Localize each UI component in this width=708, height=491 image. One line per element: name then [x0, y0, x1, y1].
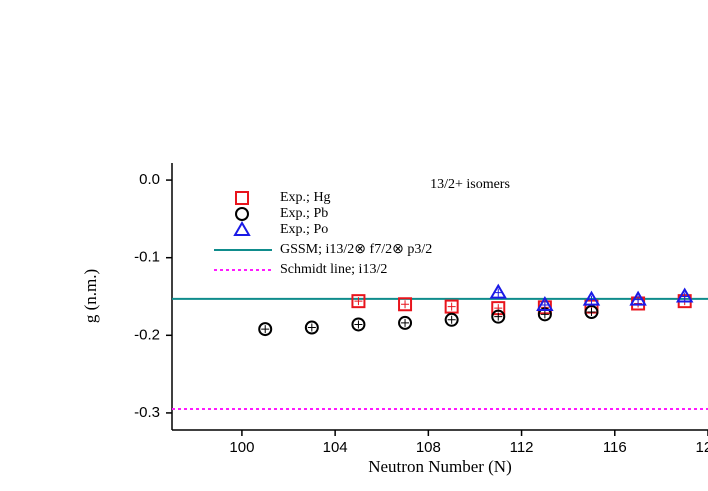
legend-marker: [233, 221, 251, 236]
data-point: [582, 290, 601, 306]
data-point: [351, 317, 366, 332]
point-cross: [494, 312, 503, 321]
legend-marker: [235, 191, 249, 205]
x-tick-label: 120: [695, 439, 708, 456]
data-point: [536, 296, 554, 312]
data-point: [398, 315, 413, 330]
legend-label: Schmidt line; i13/2: [280, 262, 387, 277]
x-tick-label: 112: [510, 439, 534, 456]
y-axis-label: g (n.m.): [81, 269, 100, 323]
x-tick-label: 104: [323, 439, 348, 456]
point-cross: [540, 310, 549, 319]
point-cross: [494, 288, 503, 297]
y-tick-label: 0.0: [139, 171, 160, 188]
data-point: [489, 283, 508, 299]
data-point: [258, 322, 273, 337]
point-cross: [261, 325, 270, 334]
y-tick-label: -0.1: [134, 249, 160, 266]
y-tick-label: -0.2: [134, 326, 160, 343]
legend-label: GSSM; i13/2⊗ f7/2⊗ p3/2: [280, 242, 432, 257]
point-cross: [540, 301, 549, 310]
point-cross: [587, 308, 596, 317]
data-point: [491, 309, 506, 324]
data-point: [675, 287, 694, 303]
legend-label: Exp.; Hg: [280, 190, 331, 205]
point-cross: [680, 292, 689, 301]
x-tick-label: 116: [603, 439, 627, 456]
data-point: [629, 290, 647, 306]
data-point: [584, 305, 599, 320]
point-cross: [447, 315, 456, 324]
x-tick-label: 100: [229, 439, 254, 456]
point-cross: [587, 295, 596, 304]
point-cross: [447, 302, 456, 311]
data-point: [444, 312, 459, 327]
point-cross: [634, 295, 643, 304]
legend-label: Exp.; Po: [280, 222, 328, 237]
data-point: [351, 294, 366, 309]
x-tick-label: 108: [416, 439, 441, 456]
point-cross: [354, 297, 363, 306]
annotation: 13/2+ isomers: [430, 177, 510, 192]
point-cross: [401, 318, 410, 327]
legend-marker: [235, 207, 249, 221]
data-point: [398, 297, 413, 312]
data-point: [304, 320, 319, 335]
point-cross: [401, 300, 410, 309]
x-axis-label: Neutron Number (N): [368, 457, 512, 476]
legend-label: Exp.; Pb: [280, 206, 328, 221]
data-point: [444, 299, 459, 314]
point-cross: [354, 320, 363, 329]
point-cross: [307, 323, 316, 332]
y-tick-label: -0.3: [134, 404, 160, 421]
